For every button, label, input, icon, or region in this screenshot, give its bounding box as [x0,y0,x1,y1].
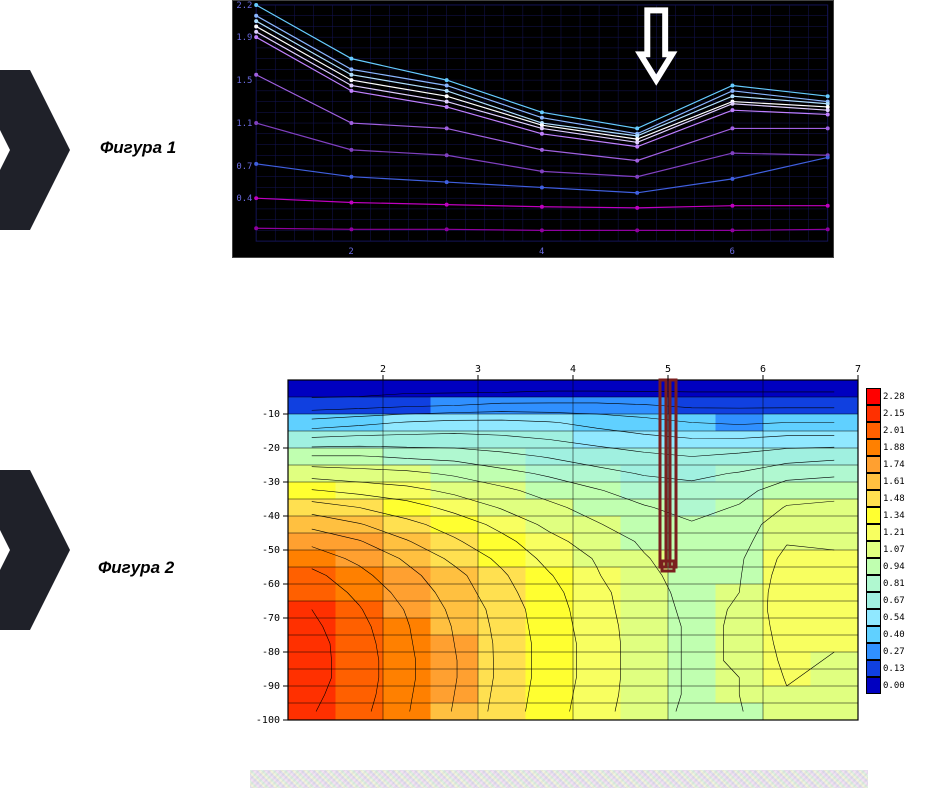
legend-value: 0.27 [883,647,905,657]
legend-value: 1.88 [883,443,905,453]
svg-text:6: 6 [729,247,734,257]
legend-item: 1.07 [866,541,905,558]
svg-text:-30: -30 [262,477,280,488]
noise-strip [250,770,868,788]
legend-swatch [866,473,881,490]
legend-item: 1.48 [866,490,905,507]
svg-text:-60: -60 [262,579,280,590]
figure-2-legend: 2.28 2.15 2.01 1.88 1.74 1.61 1.48 1.34 1.21 1.07… [866,388,905,694]
svg-text:4: 4 [539,247,544,257]
legend-value: 2.15 [883,409,905,419]
legend-item: 0.67 [866,592,905,609]
legend-swatch [866,592,881,609]
legend-item: 1.88 [866,439,905,456]
svg-text:-70: -70 [262,613,280,624]
svg-text:1.9: 1.9 [236,33,252,43]
legend-swatch [866,558,881,575]
svg-text:4: 4 [570,364,576,375]
svg-text:1.1: 1.1 [236,119,252,129]
legend-value: 1.07 [883,545,905,555]
legend-swatch [866,677,881,694]
legend-item: 2.15 [866,405,905,422]
svg-text:-80: -80 [262,647,280,658]
legend-swatch [866,660,881,677]
legend-swatch [866,507,881,524]
chevron-shape-1 [0,70,70,230]
svg-text:-10: -10 [262,409,280,420]
legend-item: 2.28 [866,388,905,405]
figure-1-chart: 2.2 1.9 1.5 1.1 0.7 0.4 2 4 6 [232,0,834,258]
legend-value: 0.40 [883,630,905,640]
legend-value: 0.81 [883,579,905,589]
legend-item: 0.54 [866,609,905,626]
legend-value: 1.61 [883,477,905,487]
svg-text:3: 3 [475,364,481,375]
legend-value: 0.54 [883,613,905,623]
svg-text:2: 2 [348,247,353,257]
legend-value: 2.01 [883,426,905,436]
svg-text:-100: -100 [256,715,280,726]
legend-item: 0.13 [866,660,905,677]
legend-value: 1.48 [883,494,905,504]
legend-swatch [866,575,881,592]
legend-item: 1.61 [866,473,905,490]
legend-item: 2.01 [866,422,905,439]
legend-item: 1.74 [866,456,905,473]
svg-text:-40: -40 [262,511,280,522]
legend-swatch [866,626,881,643]
svg-text:-20: -20 [262,443,280,454]
legend-item: 1.34 [866,507,905,524]
svg-text:-90: -90 [262,681,280,692]
figure-2-chart: 234567-10-20-30-40-50-60-70-80-90-100 2.… [250,358,868,728]
legend-value: 0.00 [883,681,905,691]
legend-swatch [866,490,881,507]
figure-1-label: Фигура 1 [100,138,176,158]
legend-swatch [866,541,881,558]
legend-value: 1.21 [883,528,905,538]
svg-text:6: 6 [760,364,766,375]
svg-text:-50: -50 [262,545,280,556]
legend-swatch [866,524,881,541]
legend-value: 2.28 [883,392,905,402]
figure-2-label: Фигура 2 [98,558,174,578]
svg-text:2: 2 [380,364,386,375]
legend-value: 1.34 [883,511,905,521]
legend-value: 0.67 [883,596,905,606]
legend-swatch [866,643,881,660]
svg-text:0.7: 0.7 [236,162,252,172]
legend-swatch [866,422,881,439]
svg-text:7: 7 [855,364,861,375]
chevron-shape-2 [0,470,70,630]
legend-swatch [866,456,881,473]
svg-text:2.2: 2.2 [236,1,252,11]
legend-item: 1.21 [866,524,905,541]
svg-text:5: 5 [665,364,671,375]
svg-text:1.5: 1.5 [236,76,252,86]
legend-value: 0.94 [883,562,905,572]
legend-swatch [866,405,881,422]
legend-item: 0.40 [866,626,905,643]
svg-text:0.4: 0.4 [236,194,252,204]
legend-swatch [866,609,881,626]
legend-item: 0.27 [866,643,905,660]
legend-swatch [866,439,881,456]
legend-item: 0.81 [866,575,905,592]
legend-item: 0.94 [866,558,905,575]
legend-value: 0.13 [883,664,905,674]
legend-item: 0.00 [866,677,905,694]
legend-swatch [866,388,881,405]
legend-value: 1.74 [883,460,905,470]
